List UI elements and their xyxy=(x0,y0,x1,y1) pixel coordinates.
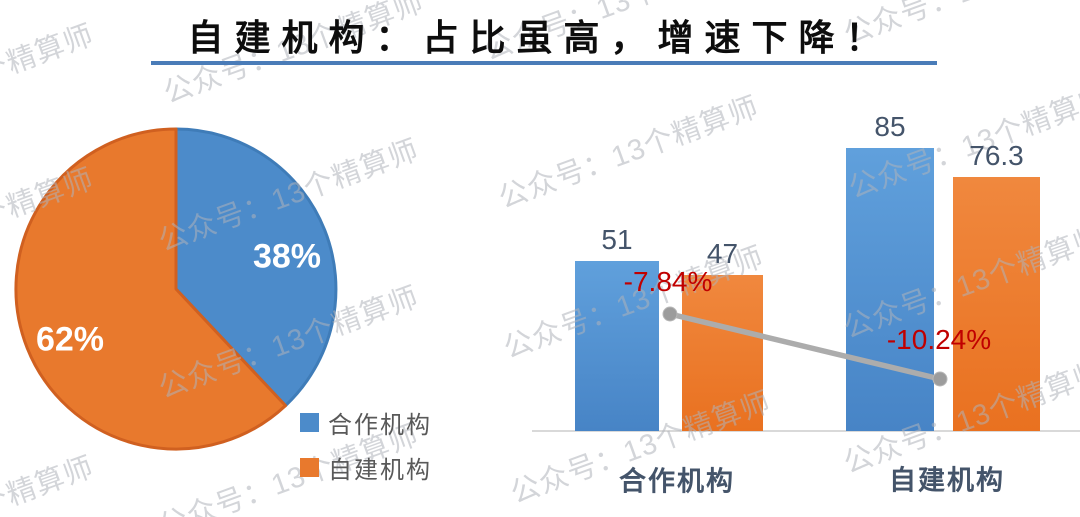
legend-label-cooperative: 合作机构 xyxy=(328,412,432,439)
pie-slice-selfbuilt xyxy=(14,127,287,451)
bar-cooperative-orange xyxy=(682,274,763,431)
page-title: 自建机构：占比虽高，增速下降！ xyxy=(187,17,893,58)
legend-item-cooperative: 合作机构 xyxy=(300,405,432,440)
category-label-cooperative: 合作机构 xyxy=(619,466,735,497)
pie-chart xyxy=(14,127,338,451)
bar-selfbuilt-orange xyxy=(953,176,1040,431)
legend-swatch-orange xyxy=(300,458,319,477)
legend-swatch-blue xyxy=(300,413,319,432)
title-underline xyxy=(151,61,937,65)
bar-selfbuilt-blue xyxy=(846,148,934,431)
growth-rate-label-selfbuilt: -10.24% xyxy=(886,324,992,355)
category-label-selfbuilt: 自建机构 xyxy=(889,465,1005,496)
legend-label-selfbuilt: 自建机构 xyxy=(328,457,432,484)
bar-value-label-cooperative-blue: 51 xyxy=(601,224,633,256)
x-axis-line xyxy=(532,430,1080,432)
bar-cooperative-blue xyxy=(575,261,659,431)
bar-value-label-selfbuilt-orange: 76.3 xyxy=(969,139,1024,171)
bar-value-label-selfbuilt-blue: 85 xyxy=(874,111,906,143)
pie-slice-cooperative xyxy=(174,127,338,408)
growth-line-marker-selfbuilt xyxy=(932,371,948,387)
growth-rate-label-cooperative: -7.84% xyxy=(623,266,713,297)
legend-item-selfbuilt: 自建机构 xyxy=(300,450,432,485)
pie-data-label-cooperative: 38% xyxy=(252,237,322,276)
bar-value-label-cooperative-orange: 47 xyxy=(706,237,739,269)
growth-line xyxy=(667,311,943,382)
growth-line-marker-cooperative xyxy=(662,306,678,322)
pie-data-label-selfbuilt: 62% xyxy=(35,320,105,359)
